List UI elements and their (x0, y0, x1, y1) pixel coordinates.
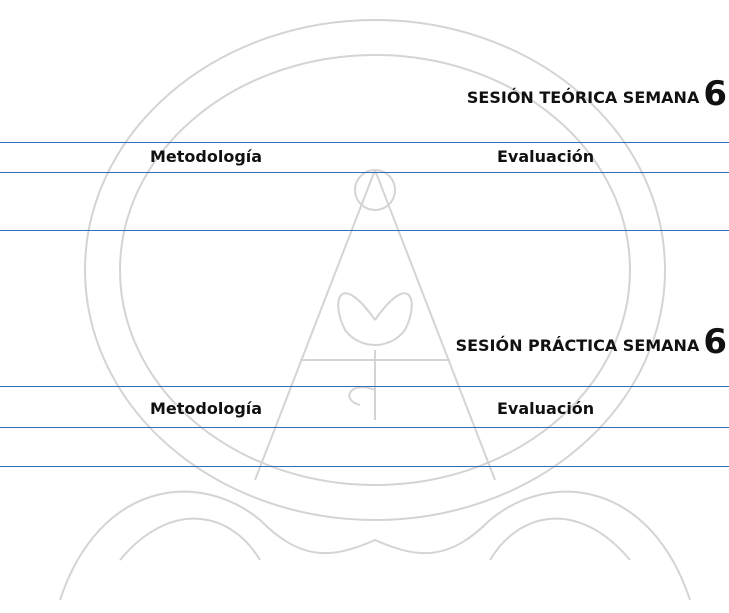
section-title: SESIÓN PRÁCTICA SEMANA 6 (456, 322, 727, 362)
rule (0, 386, 729, 387)
rule (0, 427, 729, 428)
week-number: 6 (703, 74, 727, 114)
week-number: 6 (703, 322, 727, 362)
column-header: Metodología (150, 147, 263, 166)
title-text: SESIÓN TEÓRICA SEMANA (466, 88, 700, 107)
column-header: Metodología (150, 399, 263, 418)
column-header: Evaluación (497, 399, 595, 418)
column-header: Evaluación (497, 147, 595, 166)
section-title: SESIÓN TEÓRICA SEMANA 6 (467, 74, 727, 114)
rule (0, 466, 729, 467)
title-text: SESIÓN PRÁCTICA SEMANA (455, 336, 700, 355)
rule (0, 142, 729, 143)
rule (0, 230, 729, 231)
rule (0, 172, 729, 173)
